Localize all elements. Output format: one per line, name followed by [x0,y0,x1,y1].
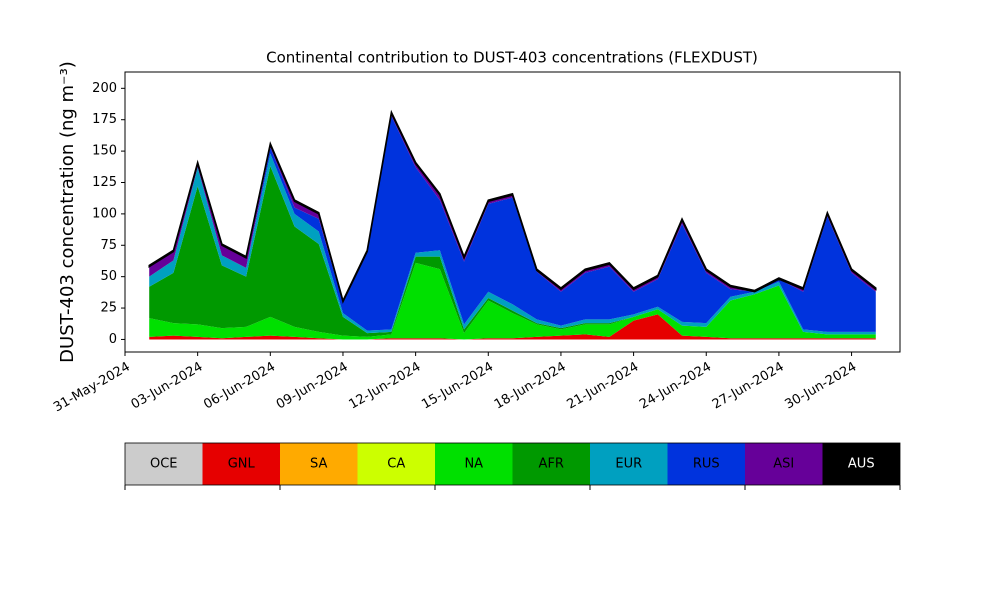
legend-label: AFR [539,457,564,472]
y-tick-label: 200 [92,81,117,96]
legend-label: OCE [150,457,178,472]
x-tick-label: 27-Jun-2024 [710,360,787,413]
x-tick-label: 15-Jun-2024 [419,360,496,413]
legend-label: RUS [693,457,720,472]
area [149,166,876,337]
legend-swatch [512,443,590,485]
y-tick-label: 125 [92,175,117,190]
legend-swatch [202,443,280,485]
legend-swatch [435,443,513,485]
legend: OCE GNL SA CA NA AFR EUR RUS ASI AUS [125,443,900,485]
chart-title: Continental contribution to DUST-403 con… [266,49,758,67]
legend-swatch [125,443,203,485]
legend-swatch [745,443,823,485]
legend-frame [124,442,901,486]
y-tick-label: 25 [100,301,117,316]
legend-label: GNL [228,457,256,472]
x-tick-label: 12-Jun-2024 [347,360,424,413]
y-tick-label: 0 [109,332,117,347]
y-tick-label: 150 [92,144,117,159]
area [148,109,877,304]
y-tick-label: 175 [92,112,117,127]
legend-label: CA [387,457,405,472]
y-tick-label: 100 [92,206,117,221]
legend-swatch [822,443,900,485]
legend-ticks [124,485,901,490]
x-tick-label: 21-Jun-2024 [565,360,642,413]
area [149,115,876,332]
y-tick-label: 75 [100,238,117,253]
legend-swatch [590,443,668,485]
x-tick-label: 09-Jun-2024 [274,360,351,413]
legend-label: EUR [615,457,642,472]
legend-swatch [667,443,745,485]
x-tick-label: 18-Jun-2024 [492,360,569,413]
legend-label: AUS [848,457,875,472]
legend-label: SA [310,457,327,472]
x-tick-label: 30-Jun-2024 [782,360,859,413]
legend-swatch [357,443,435,485]
area [149,262,876,340]
plot-area: 0 25 50 75 100 125 150 175 200 31-May-202403-Jun-… [51,81,877,416]
legend-label: NA [464,457,483,472]
legend-swatch [280,443,358,485]
x-tick-label: 03-Jun-2024 [129,360,206,413]
x-tick-label: 06-Jun-2024 [201,360,278,413]
y-tick-label: 50 [100,269,117,284]
legend-label: ASI [773,457,794,472]
x-tick-label: 24-Jun-2024 [637,360,714,413]
plot-frame [124,71,901,353]
y-axis-label: DUST-403 concentration (ng m⁻³) [57,61,78,363]
x-tick-label: 31-May-2024 [51,360,133,416]
